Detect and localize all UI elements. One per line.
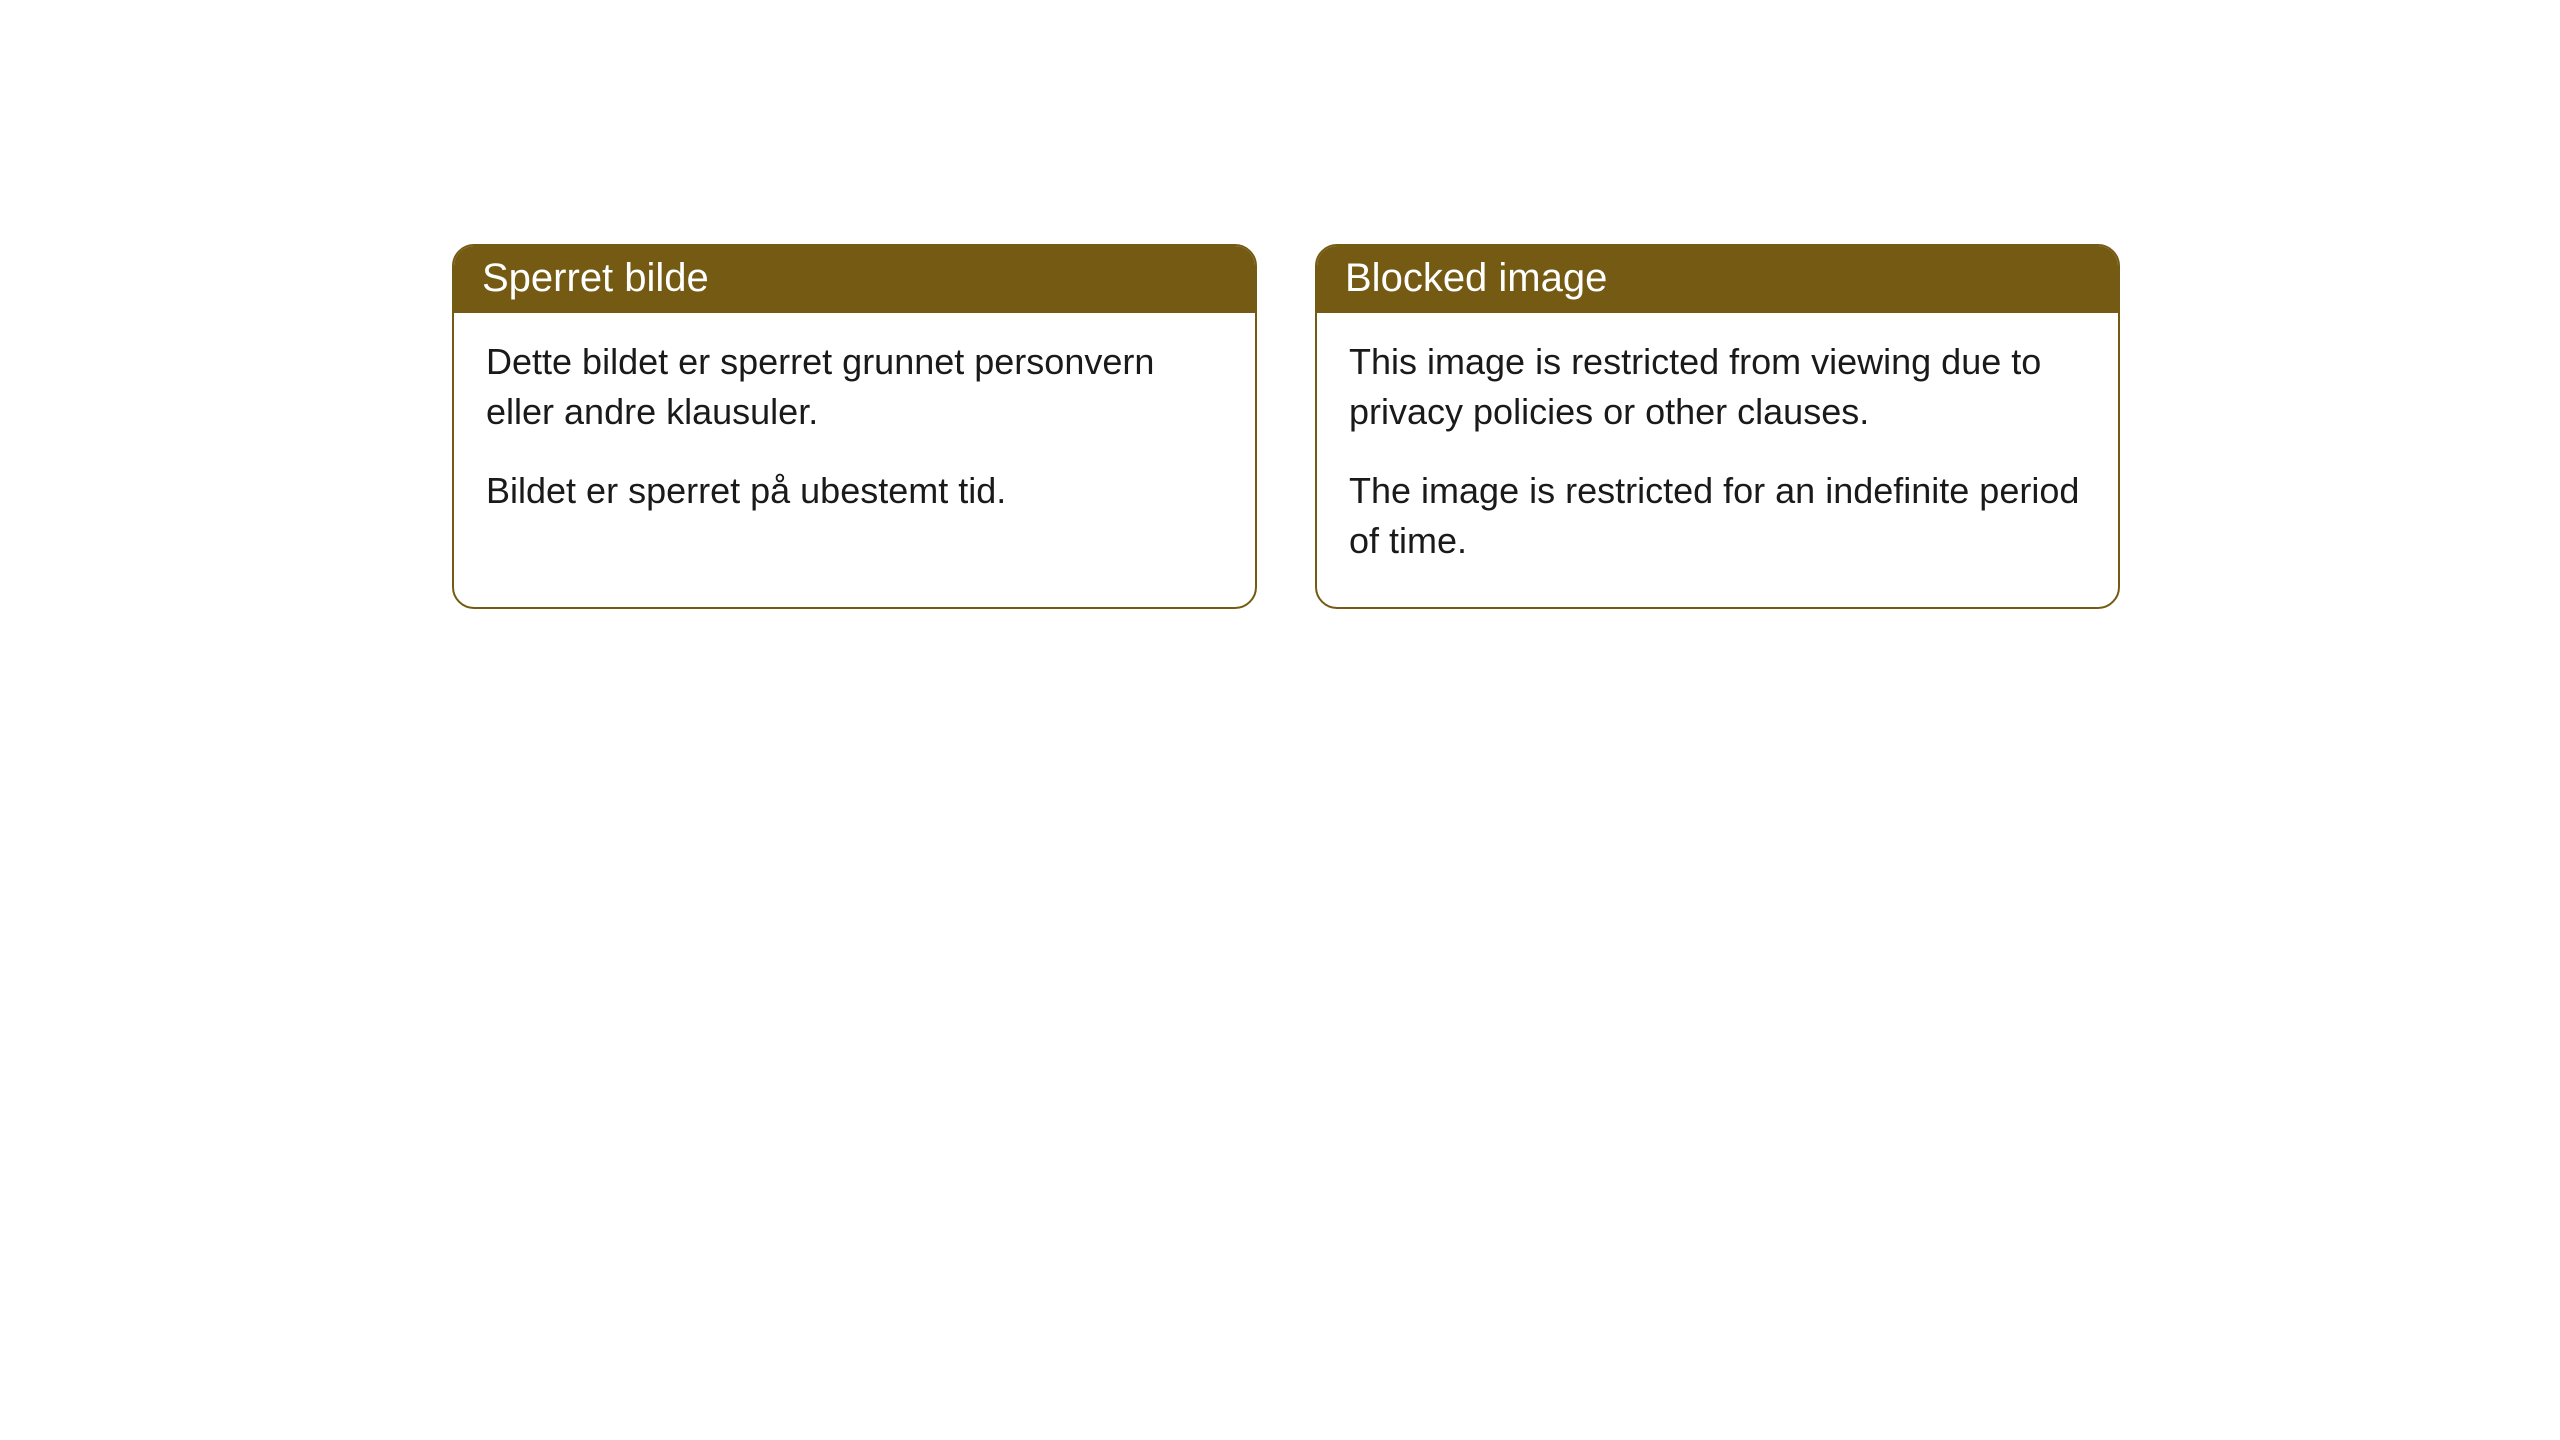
card-norwegian: Sperret bilde Dette bildet er sperret gr… bbox=[452, 244, 1257, 609]
cards-container: Sperret bilde Dette bildet er sperret gr… bbox=[0, 0, 2560, 609]
card-english-para1: This image is restricted from viewing du… bbox=[1349, 337, 2086, 438]
card-header-english: Blocked image bbox=[1317, 246, 2118, 313]
card-header-norwegian: Sperret bilde bbox=[454, 246, 1255, 313]
card-english: Blocked image This image is restricted f… bbox=[1315, 244, 2120, 609]
card-body-english: This image is restricted from viewing du… bbox=[1317, 313, 2118, 607]
card-norwegian-para1: Dette bildet er sperret grunnet personve… bbox=[486, 337, 1223, 438]
card-body-norwegian: Dette bildet er sperret grunnet personve… bbox=[454, 313, 1255, 556]
card-norwegian-para2: Bildet er sperret på ubestemt tid. bbox=[486, 466, 1223, 516]
card-english-para2: The image is restricted for an indefinit… bbox=[1349, 466, 2086, 567]
